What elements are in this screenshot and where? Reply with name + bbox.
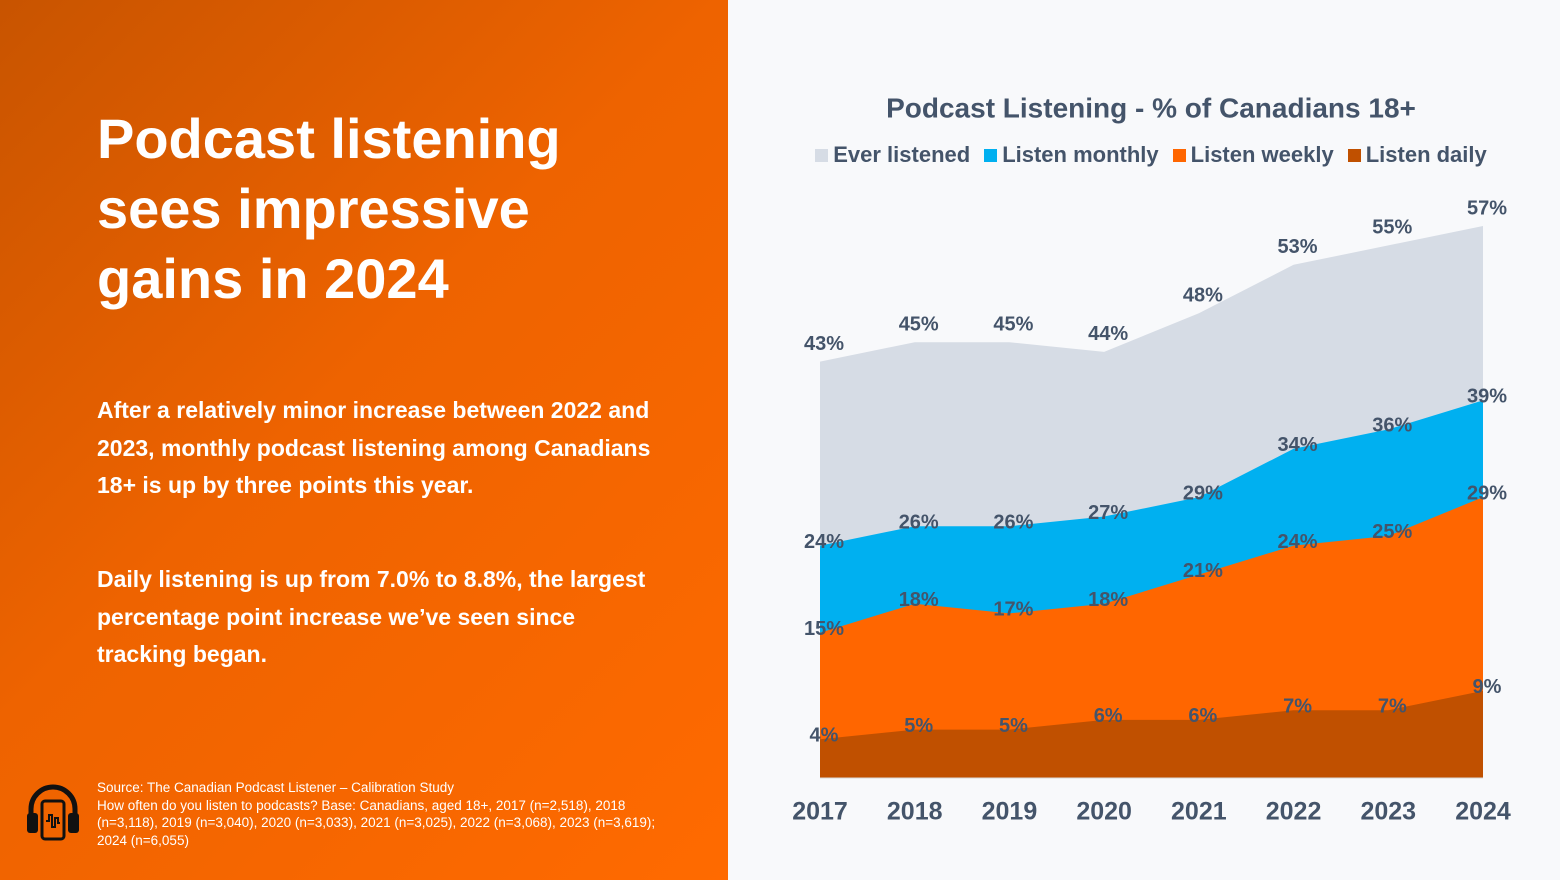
- data-label: 39%: [1467, 386, 1507, 408]
- data-label: 48%: [1183, 284, 1223, 306]
- data-label: 26%: [899, 512, 939, 534]
- legend-label: Listen daily: [1365, 142, 1487, 167]
- data-label: 17%: [993, 599, 1033, 621]
- x-tick-label: 2023: [1360, 798, 1416, 826]
- chart-title: Podcast Listening - % of Canadians 18+: [886, 92, 1416, 123]
- legend-item: Listen weekly: [1172, 142, 1334, 168]
- paragraph: Daily listening is up from 7.0% to 8.8%,…: [97, 566, 646, 667]
- text-panel: Podcast listening sees impressive gains …: [0, 0, 728, 880]
- data-label: 6%: [1188, 705, 1217, 727]
- data-label: 29%: [1467, 482, 1507, 504]
- source-line: Source: The Canadian Podcast Listener – …: [97, 780, 454, 795]
- source-note: How often do you listen to podcasts? Bas…: [97, 797, 656, 848]
- podcast-icon: [27, 784, 79, 841]
- data-label: 27%: [1088, 502, 1128, 524]
- source: Source: The Canadian Podcast Listener – …: [97, 779, 677, 849]
- data-label: 43%: [804, 333, 844, 355]
- legend-item: Listen daily: [1347, 142, 1487, 168]
- legend-swatch: [1347, 148, 1361, 162]
- x-tick-label: 2017: [792, 798, 848, 826]
- x-tick-label: 2019: [982, 798, 1038, 826]
- legend-label: Ever listened: [833, 142, 971, 167]
- headline: Podcast listening sees impressive gains …: [97, 107, 561, 310]
- data-label: 15%: [804, 618, 844, 640]
- data-label: 44%: [1088, 323, 1128, 345]
- data-label: 29%: [1183, 482, 1223, 504]
- data-label: 36%: [1372, 415, 1412, 437]
- data-label: 7%: [1378, 695, 1407, 717]
- legend-item: Listen monthly: [984, 142, 1159, 168]
- data-label: 25%: [1372, 521, 1412, 543]
- data-label: 6%: [1094, 705, 1123, 727]
- data-label: 45%: [993, 314, 1033, 336]
- data-label: 45%: [899, 314, 939, 336]
- x-tick-label: 2024: [1455, 798, 1511, 826]
- data-label: 34%: [1278, 434, 1318, 456]
- paragraph: After a relatively minor increase betwee…: [97, 397, 651, 498]
- data-label: 7%: [1283, 695, 1312, 717]
- data-label: 9%: [1473, 676, 1502, 698]
- data-label: 21%: [1183, 560, 1223, 582]
- area: [820, 497, 1483, 778]
- legend-item: Ever listened: [815, 142, 970, 168]
- legend-swatch: [1172, 148, 1186, 162]
- area: [820, 690, 1483, 778]
- data-label: 57%: [1467, 197, 1507, 219]
- x-tick-label: 2018: [887, 798, 943, 826]
- legend-label: Listen monthly: [1002, 142, 1159, 167]
- legend-swatch: [984, 148, 998, 162]
- data-label: 24%: [804, 531, 844, 553]
- x-tick-label: 2022: [1266, 798, 1322, 826]
- chart: Podcast Listening - % of Canadians 18+ 4…: [792, 92, 1511, 826]
- data-label: 26%: [993, 512, 1033, 534]
- data-label: 24%: [1278, 531, 1318, 553]
- data-label: 5%: [904, 715, 933, 737]
- legend-swatch: [815, 148, 829, 162]
- data-label: 5%: [999, 715, 1028, 737]
- data-label: 18%: [1088, 589, 1128, 611]
- legend-label: Listen weekly: [1190, 142, 1334, 167]
- data-label: 4%: [810, 725, 839, 747]
- data-label: 55%: [1372, 217, 1412, 239]
- x-tick-label: 2020: [1076, 798, 1132, 826]
- legend: Ever listened Listen monthly Listen weekly…: [728, 142, 1560, 168]
- data-label: 53%: [1278, 236, 1318, 258]
- x-tick-label: 2021: [1171, 798, 1227, 826]
- data-label: 18%: [899, 589, 939, 611]
